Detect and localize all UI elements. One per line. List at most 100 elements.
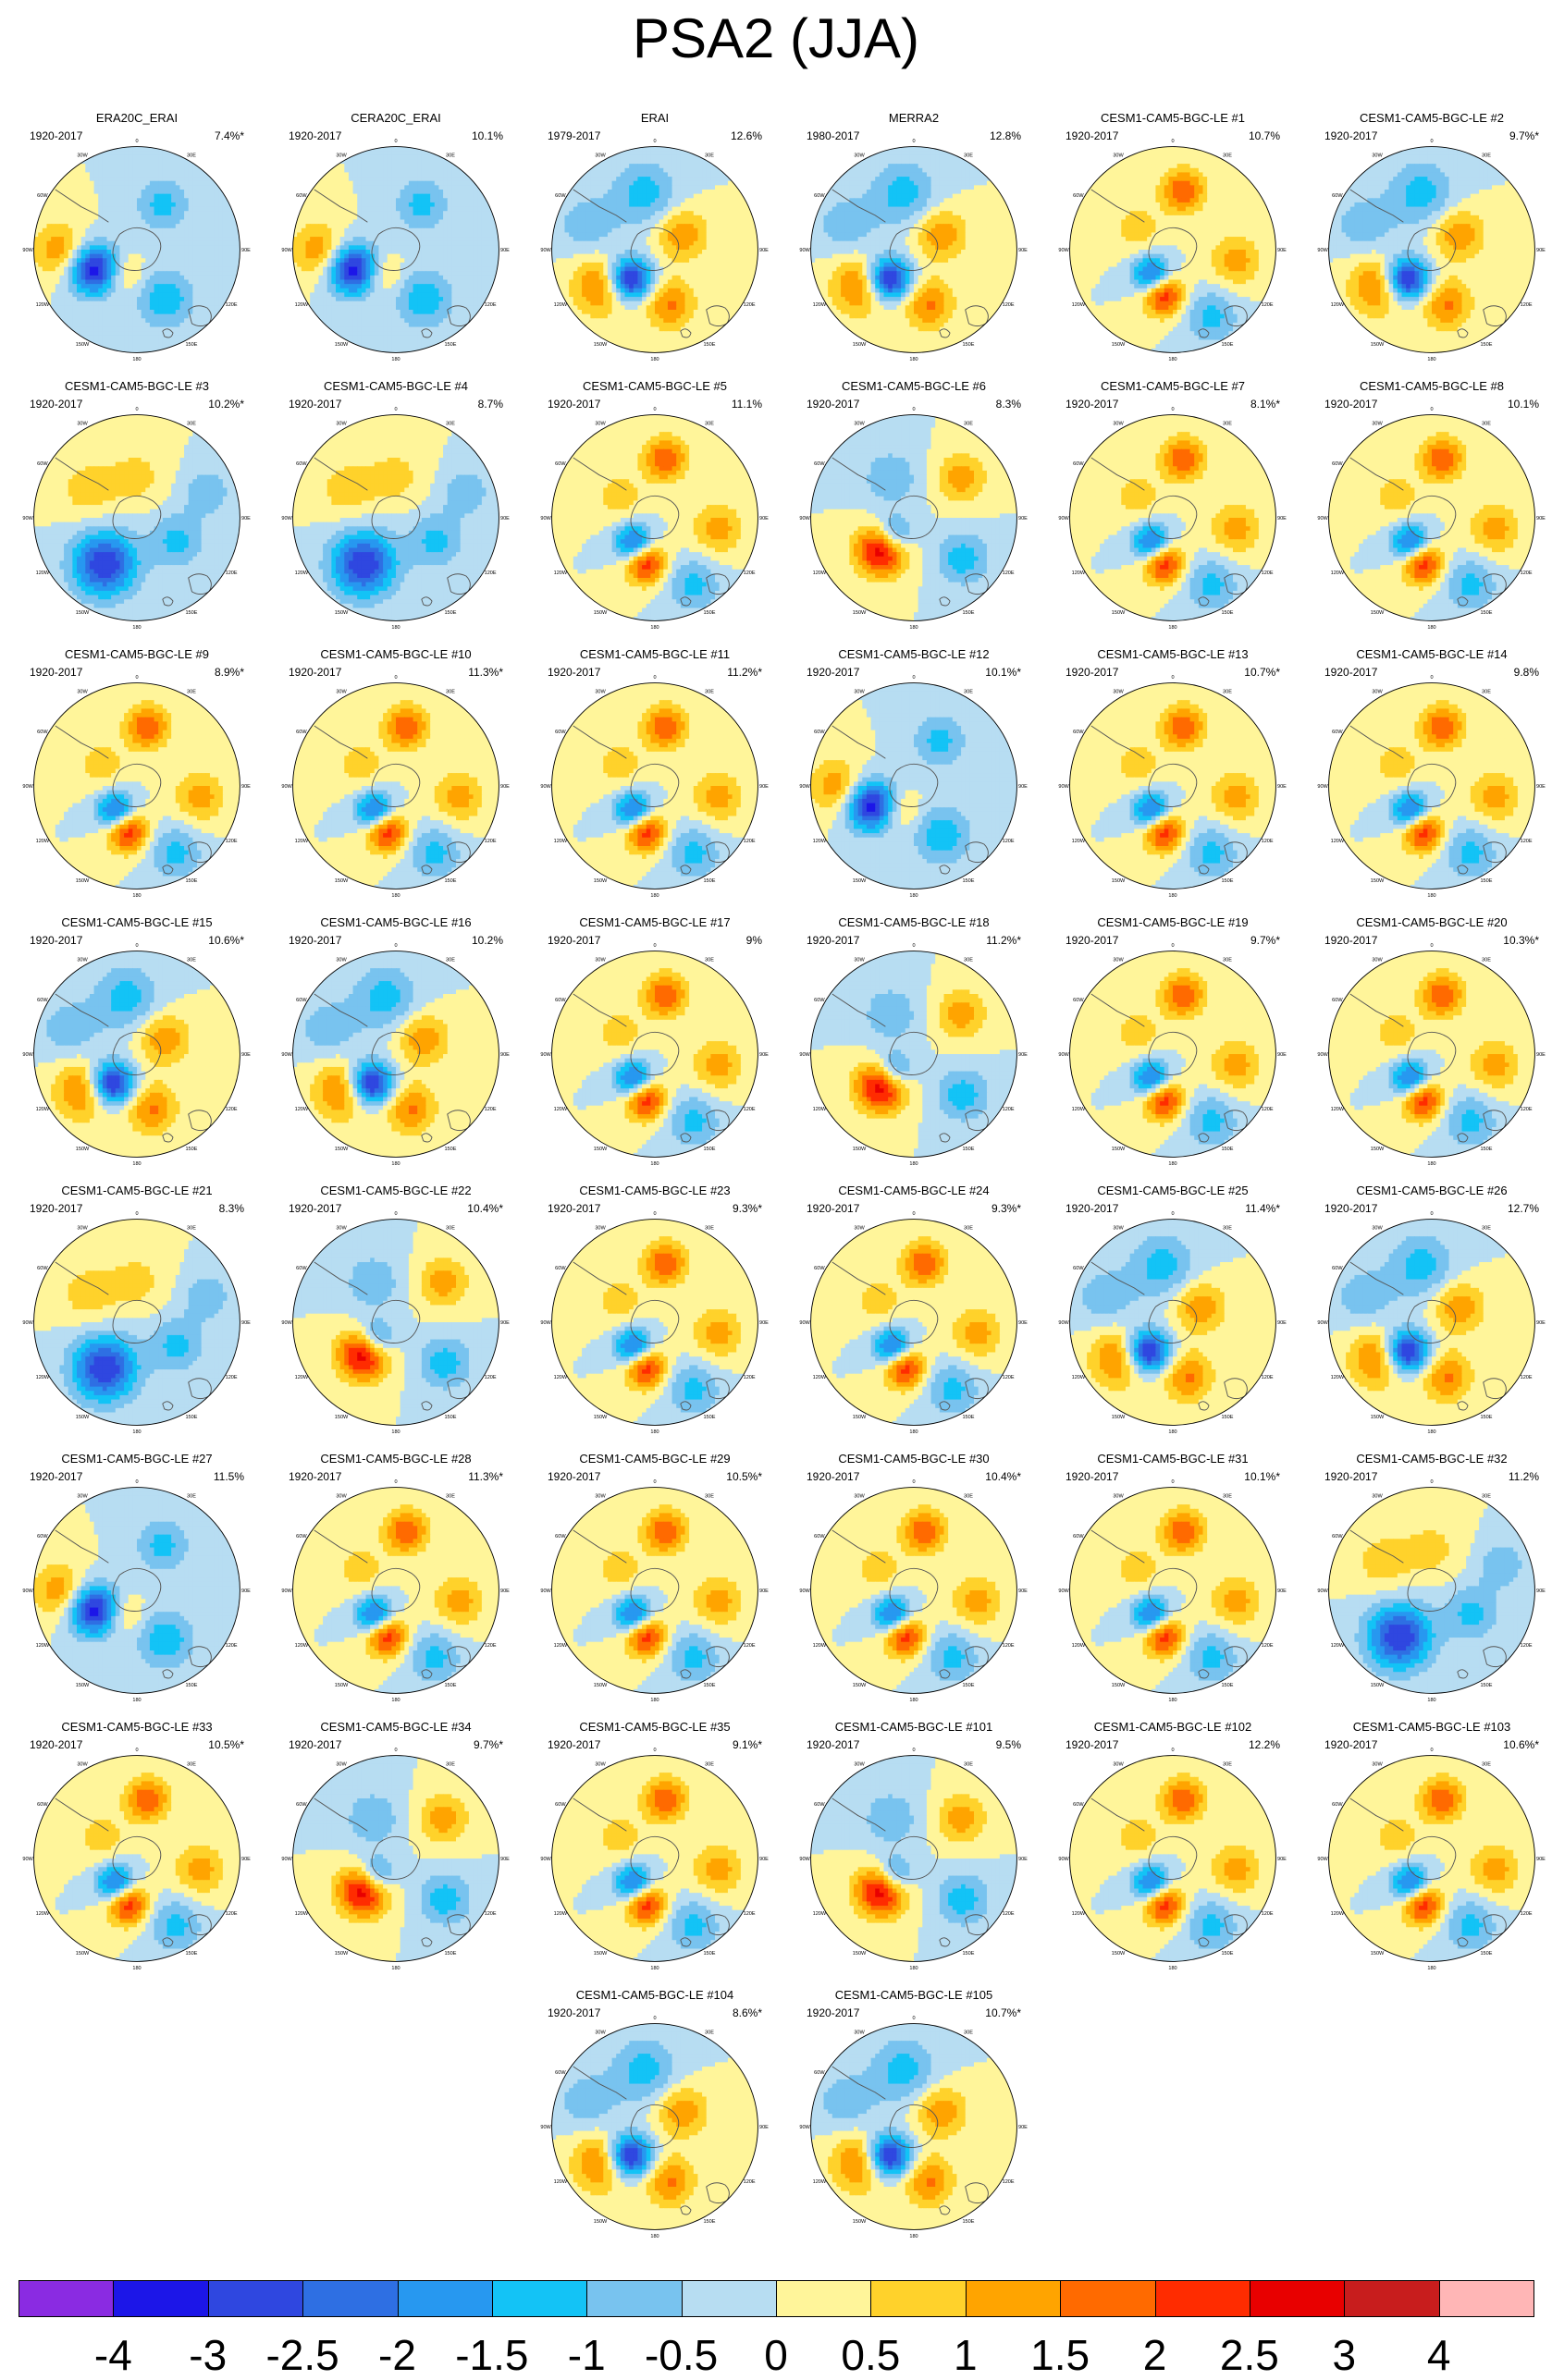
colorbar-tick-label: 0.5 <box>841 2332 900 2378</box>
longitude-label: 150E <box>185 1147 197 1152</box>
longitude-label: 120W <box>295 1911 309 1917</box>
longitude-label: 30W <box>1372 958 1383 963</box>
longitude-label: 30E <box>964 153 973 159</box>
longitude-label: 120E <box>744 1107 756 1112</box>
longitude-label: 90W <box>1317 516 1328 521</box>
longitude-label: 60W <box>37 1802 48 1808</box>
longitude-label: 150E <box>962 1683 974 1688</box>
longitude-label: 120W <box>1331 1911 1345 1917</box>
longitude-label: 30W <box>336 1494 347 1500</box>
longitude-label: 0 <box>394 943 397 949</box>
map-panel: CESM1-CAM5-BGC-LE #21 1920-2017 8.3% 0 30E 90… <box>17 1184 257 1447</box>
map-panel: CESM1-CAM5-BGC-LE #24 1920-2017 9.3%* 0 30E 9… <box>794 1184 1034 1447</box>
longitude-label: 30W <box>336 1762 347 1768</box>
longitude-label: 150E <box>962 1951 974 1957</box>
map-panel: CESM1-CAM5-BGC-LE #8 1920-2017 10.1% 0 30E 90… <box>1312 379 1552 643</box>
longitude-label: 120E <box>1003 1375 1015 1380</box>
longitude-label: 30W <box>77 690 88 695</box>
figure-title: PSA2 (JJA) <box>0 6 1552 72</box>
longitude-label: 150E <box>185 1683 197 1688</box>
longitude-label: 150W <box>1112 878 1126 884</box>
longitude-label: 90E <box>1277 516 1287 521</box>
longitude-label: 120W <box>813 1375 827 1380</box>
panel-title: CESM1-CAM5-BGC-LE #103 <box>1312 1720 1552 1735</box>
longitude-label: 150W <box>335 1415 349 1420</box>
longitude-label: 150W <box>853 1951 867 1957</box>
longitude-label: 180 <box>650 1966 659 1971</box>
longitude-label: 60W <box>814 998 825 1003</box>
longitude-label: 180 <box>132 1429 141 1435</box>
longitude-label: 180 <box>391 625 400 631</box>
longitude-label: 90E <box>759 2125 769 2130</box>
longitude-label: 150W <box>1371 1951 1385 1957</box>
panel-title: CERA20C_ERAI <box>276 111 516 126</box>
longitude-label: 90W <box>281 1857 292 1862</box>
longitude-label: 0 <box>1171 675 1174 681</box>
longitude-label: 90E <box>1536 516 1546 521</box>
longitude-label: 120E <box>485 1107 497 1112</box>
longitude-label: 30W <box>336 422 347 427</box>
longitude-label: 0 <box>1171 407 1174 412</box>
longitude-label: 120W <box>554 302 568 308</box>
longitude-label: 150E <box>444 1951 456 1957</box>
longitude-label: 90E <box>1277 1589 1287 1594</box>
map-panel: CESM1-CAM5-BGC-LE #3 1920-2017 10.2%* 0 30E 9… <box>17 379 257 643</box>
longitude-label: 120W <box>1331 839 1345 844</box>
longitude-label: 150W <box>76 610 90 616</box>
longitude-label: 60W <box>37 998 48 1003</box>
colorbar-tick-label: 4 <box>1427 2332 1451 2378</box>
longitude-label: 30E <box>446 422 455 427</box>
panel-title: CESM1-CAM5-BGC-LE #28 <box>276 1452 516 1466</box>
map-panel: CESM1-CAM5-BGC-LE #12 1920-2017 10.1%* 0 30E… <box>794 647 1034 911</box>
longitude-label: 120W <box>813 2179 827 2185</box>
colorbar-swatch <box>18 2280 114 2317</box>
longitude-label: 120W <box>295 839 309 844</box>
longitude-label: 150W <box>335 878 349 884</box>
longitude-label: 150E <box>703 1951 715 1957</box>
longitude-label: 0 <box>653 1211 656 1217</box>
longitude-label: 150E <box>1480 1683 1492 1688</box>
colorbar-swatch <box>208 2280 303 2317</box>
longitude-label: 120W <box>1072 1375 1086 1380</box>
longitude-label: 120E <box>1262 1643 1274 1649</box>
longitude-label: 30E <box>1223 422 1232 427</box>
longitude-label: 150W <box>1371 342 1385 348</box>
longitude-label: 90W <box>22 516 33 521</box>
longitude-label: 60W <box>37 1534 48 1540</box>
longitude-label: 0 <box>394 407 397 412</box>
longitude-label: 150E <box>185 1415 197 1420</box>
longitude-label: 150E <box>1221 1415 1233 1420</box>
longitude-label: 0 <box>653 139 656 144</box>
longitude-label: 150E <box>1480 878 1492 884</box>
map-panel: CESM1-CAM5-BGC-LE #22 1920-2017 10.4%* 0 30E… <box>276 1184 516 1447</box>
longitude-label: 60W <box>37 730 48 735</box>
longitude-label: 90W <box>281 784 292 790</box>
longitude-label: 90W <box>22 248 33 253</box>
longitude-label: 30W <box>595 690 606 695</box>
longitude-label: 150E <box>444 342 456 348</box>
longitude-label: 30W <box>1372 1762 1383 1768</box>
panel-title: CESM1-CAM5-BGC-LE #18 <box>794 915 1034 930</box>
longitude-label: 60W <box>296 1266 307 1271</box>
longitude-label: 30E <box>446 1762 455 1768</box>
longitude-label: 60W <box>1332 1802 1343 1808</box>
panel-title: CESM1-CAM5-BGC-LE #4 <box>276 379 516 394</box>
longitude-label: 30E <box>1482 1494 1491 1500</box>
longitude-label: 90E <box>500 516 510 521</box>
longitude-label: 30W <box>854 1762 865 1768</box>
longitude-label: 30W <box>1113 153 1124 159</box>
longitude-label: 180 <box>1427 1161 1435 1167</box>
longitude-label: 150W <box>853 1415 867 1420</box>
longitude-label: 30E <box>705 2030 714 2036</box>
longitude-label: 0 <box>912 139 915 144</box>
longitude-label: 150E <box>1480 610 1492 616</box>
longitude-label: 150E <box>1221 610 1233 616</box>
longitude-label: 0 <box>135 1211 138 1217</box>
